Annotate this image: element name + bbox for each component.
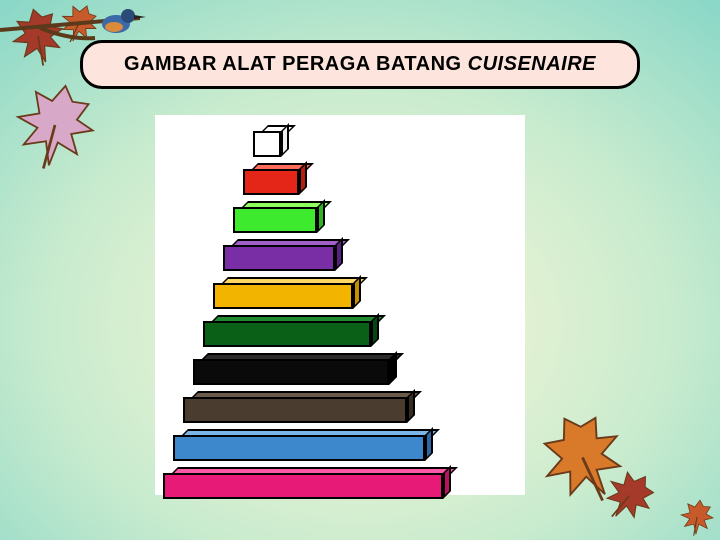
title-text: GAMBAR ALAT PERAGA BATANG CUISENAIRE (124, 53, 596, 75)
title-italic: CUISENAIRE (468, 53, 596, 75)
title-box: GAMBAR ALAT PERAGA BATANG CUISENAIRE (80, 40, 640, 89)
title-prefix: GAMBAR ALAT PERAGA BATANG (124, 53, 468, 75)
rods-panel (155, 115, 525, 495)
